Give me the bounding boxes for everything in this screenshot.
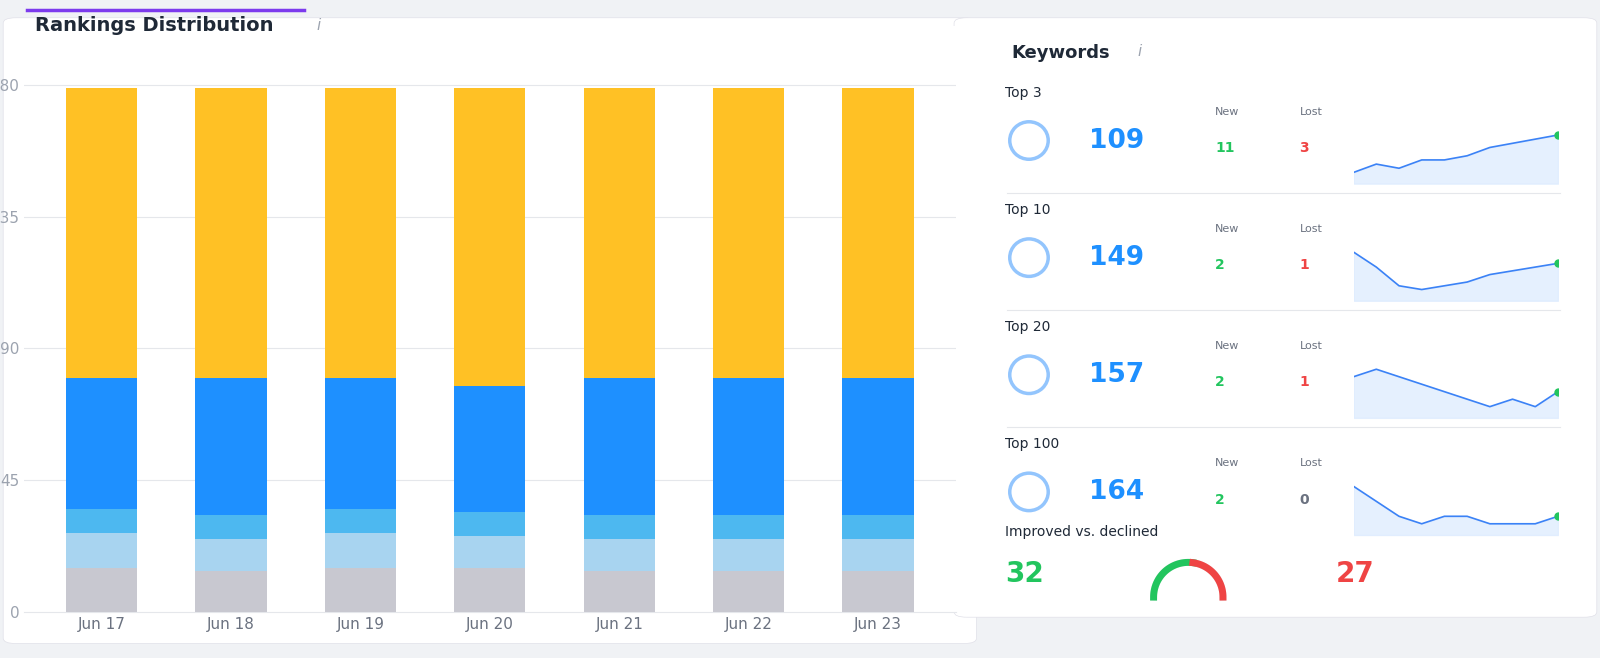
Text: New: New xyxy=(1216,107,1240,117)
Text: Rankings Distribution: Rankings Distribution xyxy=(35,16,274,36)
Text: i: i xyxy=(317,18,322,34)
Bar xyxy=(325,88,397,378)
Bar xyxy=(66,378,138,509)
Bar xyxy=(195,378,267,515)
Bar xyxy=(584,515,654,539)
Bar xyxy=(843,88,914,378)
Text: Top 10: Top 10 xyxy=(1005,203,1051,216)
Bar xyxy=(454,513,525,536)
Bar xyxy=(66,568,138,612)
Text: Top 3: Top 3 xyxy=(1005,86,1042,99)
Text: Lost: Lost xyxy=(1299,107,1322,117)
Text: 32: 32 xyxy=(1005,560,1043,588)
Text: 27: 27 xyxy=(1336,560,1374,588)
Text: 2: 2 xyxy=(1216,259,1226,272)
Bar xyxy=(325,568,397,612)
Text: Lost: Lost xyxy=(1299,459,1322,468)
Text: Top 20: Top 20 xyxy=(1005,320,1050,334)
Bar xyxy=(454,568,525,612)
Text: i: i xyxy=(1138,44,1141,59)
Text: Lost: Lost xyxy=(1299,342,1322,351)
Bar xyxy=(66,88,138,378)
Bar xyxy=(843,539,914,571)
Bar xyxy=(714,539,784,571)
Text: Keywords: Keywords xyxy=(1011,44,1109,62)
Bar xyxy=(454,536,525,568)
Text: New: New xyxy=(1216,224,1240,234)
Text: 109: 109 xyxy=(1090,128,1144,153)
Text: 2: 2 xyxy=(1216,376,1226,390)
Text: 149: 149 xyxy=(1090,245,1144,270)
Bar xyxy=(66,509,138,533)
Bar xyxy=(843,571,914,612)
Bar xyxy=(584,539,654,571)
Bar xyxy=(325,378,397,509)
Bar xyxy=(584,571,654,612)
Bar xyxy=(714,88,784,378)
Text: 1: 1 xyxy=(1299,259,1309,272)
Bar xyxy=(454,386,525,513)
Bar xyxy=(843,515,914,539)
Text: New: New xyxy=(1216,459,1240,468)
Bar xyxy=(843,378,914,515)
Text: 157: 157 xyxy=(1090,362,1144,388)
Bar xyxy=(66,533,138,568)
Bar xyxy=(584,88,654,378)
Bar xyxy=(195,571,267,612)
Bar xyxy=(714,378,784,515)
Text: New: New xyxy=(1216,342,1240,351)
Bar xyxy=(714,571,784,612)
Bar xyxy=(195,515,267,539)
Text: Top 100: Top 100 xyxy=(1005,437,1059,451)
Text: 2: 2 xyxy=(1216,493,1226,507)
Bar xyxy=(454,88,525,386)
Text: 3: 3 xyxy=(1299,141,1309,155)
Text: 11: 11 xyxy=(1216,141,1235,155)
Bar xyxy=(714,515,784,539)
Text: 0: 0 xyxy=(1299,493,1309,507)
Text: Improved vs. declined: Improved vs. declined xyxy=(1005,524,1158,539)
Text: 1: 1 xyxy=(1299,376,1309,390)
Bar xyxy=(325,533,397,568)
Bar xyxy=(584,378,654,515)
Bar xyxy=(195,88,267,378)
Text: 164: 164 xyxy=(1090,479,1144,505)
Bar xyxy=(325,509,397,533)
Bar xyxy=(195,539,267,571)
Text: Lost: Lost xyxy=(1299,224,1322,234)
